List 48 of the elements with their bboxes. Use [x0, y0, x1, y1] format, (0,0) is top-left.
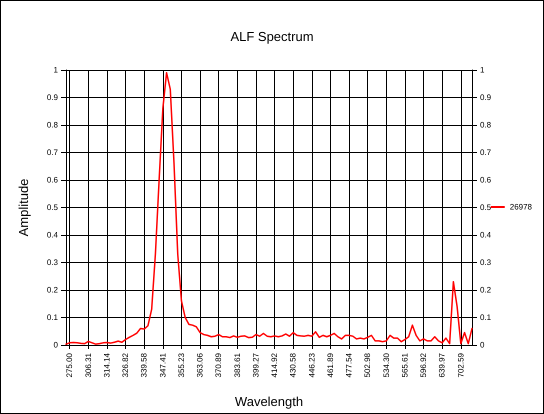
y-tick-label: 0.1	[46, 313, 59, 322]
x-tick-label: 414.92	[270, 352, 280, 378]
y-tick-label: 0.8	[46, 120, 59, 130]
x-tick-label: 639.97	[438, 352, 447, 378]
x-tick-label: 306.31	[84, 352, 93, 378]
x-tick-label: 477.54	[344, 352, 354, 378]
y-tick-label: 0.9	[46, 93, 59, 102]
x-tick-label: 370.89	[214, 352, 224, 378]
y2-tick-label: 0.1	[480, 313, 492, 322]
y-tick-label: 0.7	[46, 148, 59, 157]
y2-tick-label: 0.7	[480, 148, 492, 157]
legend-label: 26978	[510, 202, 533, 212]
x-tick-label: 314.14	[102, 352, 112, 378]
y2-tick-label: 0.4	[480, 230, 492, 240]
x-tick-label: 461.89	[326, 352, 335, 378]
y2-tick-label: 0.8	[480, 120, 492, 130]
x-tick-label: 502.98	[363, 352, 372, 378]
x-tick-label: 534.30	[382, 352, 391, 378]
x-tick-label: 339.58	[140, 352, 149, 378]
y-tick-label: 0	[54, 340, 59, 350]
y-tick-label: 0.3	[46, 258, 59, 267]
x-tick-label: 596.92	[419, 352, 428, 378]
x-tick-label: 399.27	[251, 352, 260, 378]
x-tick-label: 565.61	[400, 352, 410, 378]
y2-tick-label: 0.9	[480, 93, 492, 102]
x-tick-label: 363.06	[196, 352, 205, 378]
y-tick-label: 0.5	[46, 203, 59, 212]
x-tick-label: 446.23	[307, 352, 316, 378]
y-tick-label: 0.2	[46, 286, 59, 294]
x-tick-label: 326.82	[121, 352, 130, 378]
x-tick-label: 347.41	[158, 352, 168, 378]
y-tick-label: 1	[54, 66, 59, 74]
y-tick-label: 0.4	[46, 230, 59, 240]
y2-tick-label: 0.6	[480, 176, 492, 184]
y2-tick-label: 0.3	[480, 258, 492, 267]
y2-tick-label: 0.2	[480, 286, 492, 294]
x-tick-label: 383.61	[232, 352, 242, 378]
y2-tick-label: 1	[480, 66, 485, 74]
y2-tick-label: 0	[480, 340, 485, 350]
x-tick-label: 430.58	[288, 352, 298, 378]
x-tick-label: 355.23	[176, 352, 186, 378]
x-tick-label: 702.59	[456, 352, 466, 378]
y-axis-title: Amplitude	[16, 178, 31, 236]
x-tick-label: 275.00	[65, 352, 74, 378]
y2-tick-label: 0.5	[480, 203, 492, 212]
chart-title: ALF Spectrum	[230, 29, 314, 44]
y-tick-label: 0.6	[46, 176, 59, 184]
x-axis-title: Wavelength	[234, 394, 304, 409]
